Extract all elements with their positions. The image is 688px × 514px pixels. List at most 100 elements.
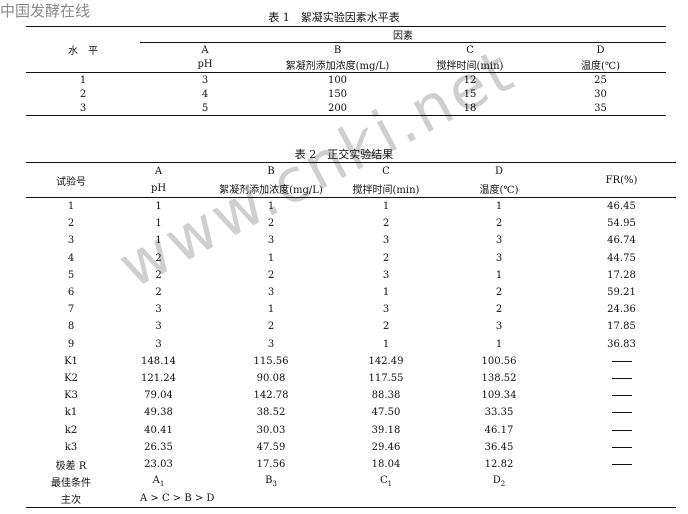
table-cell: 1 (267, 201, 275, 213)
table-cell: 3 (267, 338, 275, 350)
table-cell: 3 (495, 235, 503, 247)
table-cell: 59.21 (607, 287, 636, 299)
table-cell: 3 (382, 235, 390, 247)
table-cell: K2 (64, 372, 78, 384)
optimal-value: D2 (431, 473, 567, 490)
factor-name: 温度(℃) (431, 180, 567, 198)
table-cell: k2 (64, 424, 78, 436)
empty-cell (567, 353, 676, 370)
table-cell: 1 (155, 201, 162, 213)
group-header: 因素 (140, 26, 666, 43)
table-cell: 23.03 (144, 458, 173, 470)
table-cell: 2 (267, 321, 275, 333)
table-cell: 25 (594, 74, 607, 86)
table-cell: 148.14 (141, 355, 176, 367)
table-cell: 2 (382, 218, 390, 230)
table-cell: 4 (201, 88, 209, 100)
table-cell: 2 (155, 269, 162, 281)
table-cell: 2 (382, 321, 390, 333)
level-subscript: 1 (387, 480, 393, 489)
factor-letter: C (466, 44, 474, 56)
table-row: K3 79.04 142.78 88.38 109.34 (26, 387, 676, 404)
dash-mark (611, 463, 632, 465)
table-cell: 4 (67, 252, 75, 264)
table-cell: 115.56 (253, 355, 289, 367)
table-cell: 18.04 (371, 458, 401, 470)
optimal-value: B3 (201, 473, 341, 490)
factor-name: 搅拌时间(min) (405, 57, 535, 73)
table-cell: 2 (495, 218, 503, 230)
table-cell: 3 (201, 74, 209, 86)
table-cell: 2 (382, 252, 390, 264)
factor-name: 絮凝剂添加浓度(mg/L) (270, 57, 405, 73)
level-subscript: 3 (272, 480, 277, 489)
table-cell: 100 (327, 74, 348, 86)
factor-name: 温度(℃) (535, 57, 666, 73)
factor-level-table: 水 平 因素 A B C D pH 絮凝剂添加浓度(mg/L) 搅拌时间(min) 温度(℃… (26, 26, 666, 116)
table-cell: 2 (79, 88, 87, 100)
table-row: 3 5 200 18 35 (26, 101, 666, 116)
table-cell: 142.49 (368, 355, 404, 367)
factor-letter: C (382, 166, 390, 177)
table-cell: 33.35 (484, 407, 514, 419)
table-cell: 46.45 (607, 201, 636, 213)
table-cell: 3 (155, 338, 162, 350)
factor-name: pH (140, 57, 270, 73)
factor-letter: B (267, 166, 275, 177)
table-cell: 30.03 (256, 424, 286, 436)
factor-letter: D (596, 44, 605, 56)
table-row: 1 1 1 1 1 46.45 (26, 198, 676, 216)
table-cell: 39.18 (371, 424, 401, 436)
table-cell: 117.55 (368, 372, 404, 384)
empty-cell (567, 421, 676, 438)
table-cell: 1 (155, 235, 162, 247)
table-row: K2 121.24 90.08 117.55 138.52 (26, 370, 676, 387)
table-cell: 2 (495, 304, 503, 316)
table-row: 3 1 3 3 3 46.74 (26, 232, 676, 249)
table-cell: 9 (67, 338, 75, 350)
table-cell: 3 (382, 304, 390, 316)
table-cell: 1 (382, 287, 390, 299)
table-cell: 2 (155, 252, 162, 264)
table-row: k1 49.38 38.52 47.50 33.35 (26, 404, 676, 421)
table-cell: 3 (267, 235, 275, 247)
table-cell: 5 (201, 102, 209, 114)
orthogonal-results-table: 试验号 A B C D FR(%) pH 絮凝剂添加浓度(mg/L) 搅拌时间(min) 温度… (26, 162, 676, 509)
table-cell: 88.38 (371, 390, 401, 402)
table-cell: 8 (67, 321, 75, 333)
table-cell: 90.08 (256, 372, 286, 384)
optimal-value: C1 (341, 473, 431, 490)
table-cell: 1 (495, 201, 503, 213)
table-cell: 7 (67, 304, 75, 316)
table-cell: 38.52 (256, 407, 286, 419)
table-cell: 3 (495, 252, 503, 264)
row-header: 试验号 (26, 162, 116, 198)
table-cell: 46.17 (484, 424, 514, 436)
table-cell: 12.82 (484, 458, 514, 470)
empty-cell (567, 387, 676, 404)
dash-mark (611, 412, 632, 414)
table-cell: 54.95 (607, 218, 636, 230)
table-cell: 3 (495, 321, 503, 333)
table1-title: 表 1 絮凝实验因素水平表 (268, 11, 400, 24)
table-cell: 3 (79, 102, 87, 114)
table-row: k2 40.41 30.03 39.18 46.17 (26, 421, 676, 438)
table-cell: 17.85 (607, 321, 636, 333)
table-cell: 26.35 (144, 441, 173, 453)
factor-name: 搅拌时间(min) (341, 180, 431, 198)
table-row: 极差 R 23.03 17.56 18.04 12.82 (26, 456, 676, 473)
table-cell: 30 (594, 88, 607, 100)
table-row: k3 26.35 47.59 29.46 36.45 (26, 439, 676, 456)
table-cell: 17.56 (256, 458, 286, 470)
order-label: 主次 (61, 495, 81, 507)
level-letter: A (152, 475, 160, 487)
table-cell: 1 (79, 74, 87, 86)
table-cell: 100.56 (481, 355, 517, 367)
table-cell: k1 (64, 407, 78, 419)
table-row: 2 1 2 2 2 54.95 (26, 215, 676, 232)
table-cell: 142.78 (253, 390, 289, 402)
table-row: K1 148.14 115.56 142.49 100.56 (26, 353, 676, 370)
table-cell: 49.38 (144, 407, 173, 419)
table-cell: 1 (382, 338, 390, 350)
table-cell: 2 (495, 287, 503, 299)
